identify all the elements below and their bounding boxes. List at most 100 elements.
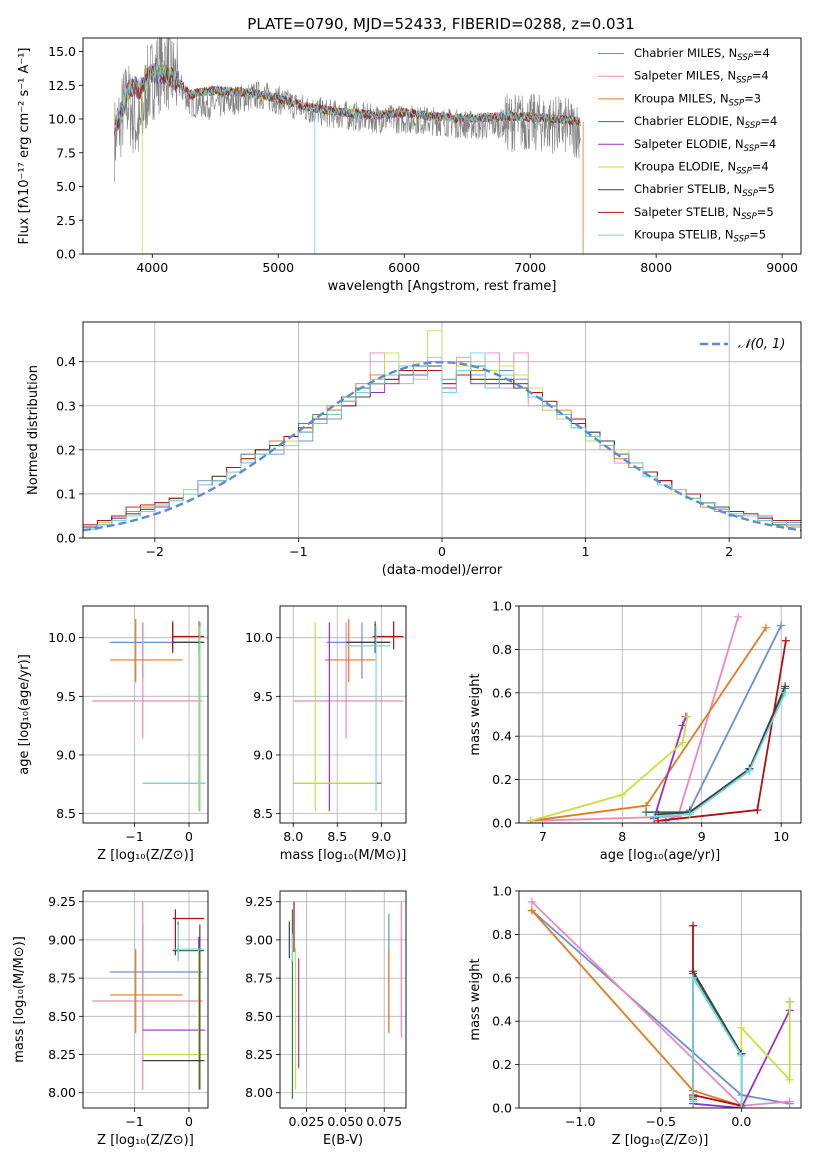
axes-weight-vs-z: −1.0 −0.5 0.0 0.0 0.2 0.4 0.6 0.8 1.0 Z [log₁₀(Z/… — [468, 884, 802, 1148]
x-tick-label: 8.5 — [327, 829, 347, 844]
y-tick-label: 0.4 — [492, 729, 512, 744]
y-tick-label: 0.0 — [492, 1101, 512, 1116]
y-axis-label: Flux [fλ10⁻¹⁷ erg cm⁻² s⁻¹ A⁻¹] — [17, 48, 32, 245]
x-tick-label: 5000 — [262, 260, 294, 275]
y-tick-label: 1.0 — [492, 884, 512, 899]
x-tick-label: 8 — [618, 829, 626, 844]
x-tick-label: 0 — [185, 1114, 193, 1129]
weight-marker — [683, 712, 692, 721]
x-tick-label: 9 — [698, 829, 706, 844]
x-tick-label: 9.0 — [371, 829, 391, 844]
x-axis-label: Z [log₁₀(Z/Z⊙)] — [97, 848, 194, 863]
y-tick-label: 9.0 — [56, 747, 76, 762]
x-tick-label: 0 — [438, 544, 446, 559]
y-tick-label: 0.8 — [492, 642, 512, 657]
x-axis-label: wavelength [Angstrom, rest frame] — [328, 279, 557, 294]
y-tick-label: 8.75 — [48, 971, 76, 986]
y-axis-label: Normed distribution — [26, 365, 41, 495]
plot-content-mass-vs-ebv — [288, 901, 402, 1099]
x-tick-label: −1 — [289, 544, 307, 559]
axes-frame — [518, 605, 802, 824]
axes-weight-vs-age: 7 8 9 10 0.0 0.2 0.4 0.6 0.8 1.0 age [log₁₀(age/yr… — [468, 599, 802, 863]
weight-marker — [785, 1075, 794, 1084]
y-tick-label: 9.25 — [48, 894, 76, 909]
y-tick-label: 9.25 — [245, 894, 273, 909]
x-tick-label: −1.0 — [565, 1114, 595, 1129]
axes-frame — [82, 321, 802, 539]
model-spectrum — [114, 63, 581, 137]
x-tick-label: 2 — [725, 544, 733, 559]
weight-marker — [650, 812, 659, 821]
weight-marker — [753, 805, 762, 814]
data-spectrum — [114, 38, 581, 183]
y-tick-label: 8.25 — [245, 1047, 273, 1062]
x-axis-label: (data-model)/error — [382, 563, 503, 578]
legend-label: Salpeter STELIB, NSSP=5 — [634, 205, 774, 222]
y-tick-label: 9.00 — [48, 932, 76, 947]
weight-marker — [689, 921, 698, 930]
x-tick-label: −1 — [125, 1114, 143, 1129]
legend-label: Salpeter MILES, NSSP=4 — [634, 69, 769, 86]
y-tick-label: 8.75 — [245, 971, 273, 986]
weight-line — [740, 1001, 791, 1106]
ticks-age-vs-z: −1 0 8.5 9.0 9.5 10.0 — [48, 630, 193, 844]
weight-line — [657, 685, 786, 816]
y-tick-label: 0.4 — [492, 1014, 512, 1029]
y-tick-label: 0.0 — [492, 816, 512, 831]
y-tick-label: 0.6 — [492, 970, 512, 985]
weight-marker — [618, 790, 627, 799]
ticks-weight-vs-age: 7 8 9 10 0.0 0.2 0.4 0.6 0.8 1.0 — [492, 599, 789, 845]
axes-frame — [82, 605, 209, 824]
x-tick-label: 0.050 — [327, 1114, 363, 1129]
weight-marker — [678, 738, 687, 747]
weight-marker — [527, 906, 536, 915]
axes-residuals: −2 −1 0 1 2 0.0 0.1 0.2 0.3 0.4 (data-model)/error… — [26, 321, 802, 578]
x-tick-label: −2 — [146, 544, 164, 559]
axes-frame — [82, 890, 209, 1109]
legend-label: 𝒩(0, 1) — [738, 337, 785, 352]
weight-marker — [734, 612, 743, 621]
y-tick-label: 8.5 — [56, 806, 76, 821]
y-tick-label: 0.3 — [56, 398, 76, 413]
ticks-mass-vs-z: −1 0 8.00 8.25 8.50 8.75 9.00 9.25 — [48, 894, 193, 1129]
model-spectrum — [114, 63, 581, 137]
ticks-mass-vs-ebv: 0.025 0.050 0.075 8.00 8.25 8.50 8.75 9.00 9.25 — [245, 894, 402, 1129]
weight-marker — [777, 621, 786, 630]
weight-marker — [781, 636, 790, 645]
y-axis-label: mass [log₁₀(M/M⊙)] — [12, 936, 27, 1063]
legend-label: Chabrier ELODIE, NSSP=4 — [634, 114, 777, 131]
legend-label: Kroupa ELODIE, NSSP=4 — [634, 160, 769, 177]
model-spectrum — [114, 63, 581, 137]
y-tick-label: 10.0 — [48, 630, 76, 645]
weight-marker — [642, 808, 651, 817]
weight-marker — [654, 816, 663, 823]
axes-frame — [82, 37, 802, 255]
y-tick-label: 8.50 — [245, 1009, 273, 1024]
x-tick-label: 8000 — [640, 260, 672, 275]
y-tick-label: 15.0 — [48, 44, 76, 59]
legend-spectrum: Chabrier MILES, NSSP=4 Salpeter MILES, NS… — [598, 46, 777, 245]
plot-content-residuals — [83, 330, 801, 538]
y-tick-label: 0.1 — [56, 486, 76, 501]
weight-marker — [785, 1097, 794, 1106]
x-tick-label: 0.0 — [731, 1114, 751, 1129]
y-axis-label: age [log₁₀(age/yr)] — [17, 654, 32, 775]
plot-content-age-vs-mass — [293, 618, 404, 812]
axes-mass-vs-ebv: 0.025 0.050 0.075 8.00 8.25 8.50 8.75 9.00 9.25 E… — [245, 890, 407, 1148]
axes-frame — [279, 605, 407, 824]
y-tick-label: 8.5 — [253, 806, 273, 821]
y-tick-label: 2.5 — [56, 213, 76, 228]
model-spectrum — [114, 63, 581, 137]
weight-line — [692, 974, 743, 1108]
y-tick-label: 0.4 — [56, 354, 76, 369]
weight-marker — [785, 997, 794, 1006]
weight-marker — [526, 816, 535, 823]
y-tick-label: 0.0 — [56, 247, 76, 262]
weight-marker — [527, 897, 536, 906]
model-spectrum — [114, 64, 581, 137]
weight-line — [530, 627, 767, 822]
ticks-age-vs-mass: 8.0 8.5 9.0 8.5 9.0 9.5 10.0 — [245, 630, 391, 844]
x-tick-label: 0.025 — [289, 1114, 325, 1129]
weight-marker — [781, 688, 790, 697]
